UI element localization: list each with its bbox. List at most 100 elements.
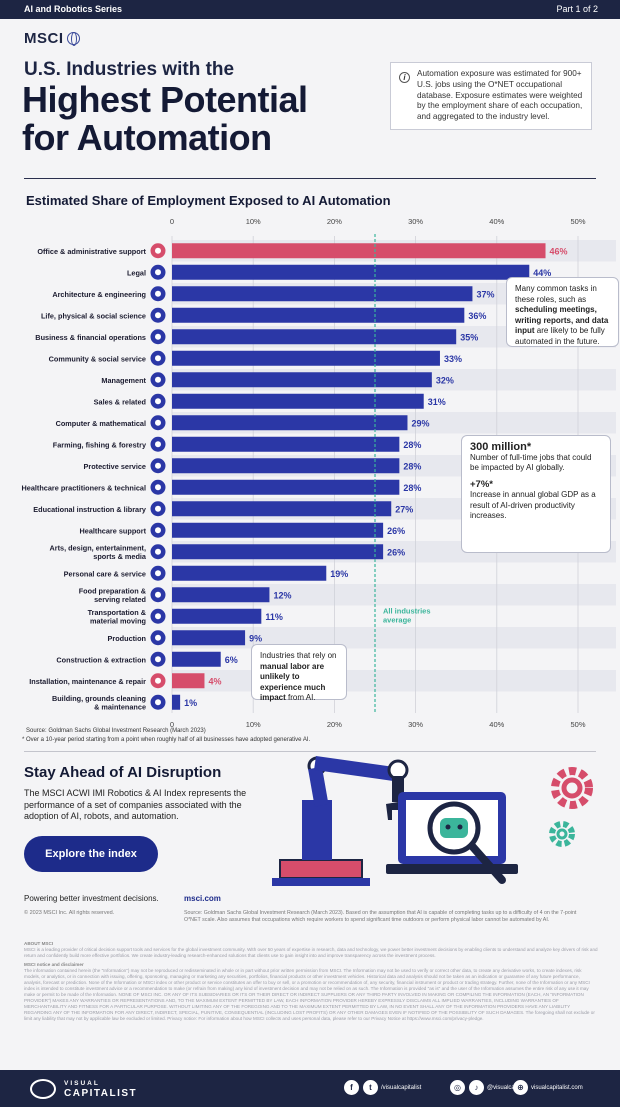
bar	[172, 415, 408, 431]
category-icon-glyph	[155, 505, 161, 512]
data-label: 33%	[444, 354, 462, 364]
data-label: 28%	[403, 440, 421, 450]
data-label: 1%	[184, 698, 197, 708]
category-icon-glyph	[155, 527, 161, 534]
msci-link[interactable]: msci.com	[184, 894, 221, 903]
globe-icon	[66, 32, 80, 46]
category-label: Food preparation &	[79, 586, 147, 595]
x-tick-label-top: 0	[170, 217, 174, 226]
tagline: Powering better investment decisions.	[24, 894, 159, 903]
category-icon-glyph	[155, 462, 161, 469]
data-label: 26%	[387, 547, 405, 557]
category-icon-glyph	[155, 699, 161, 706]
page-title-line2: for Automation	[22, 117, 272, 158]
callout-bold-text: manual labor are unlikely to experience …	[260, 661, 326, 703]
category-icon-glyph	[155, 269, 161, 276]
gear-icon	[551, 767, 593, 809]
category-label: Construction & extraction	[56, 655, 146, 664]
twitter-link[interactable]: t/visualcapitalist	[363, 1080, 421, 1096]
category-label: Community & social service	[49, 354, 146, 363]
data-label: 4%	[208, 676, 221, 686]
row-stripe	[172, 584, 616, 606]
data-label: 46%	[550, 246, 568, 256]
category-icon-glyph	[155, 398, 161, 405]
x-tick-label-top: 20%	[327, 217, 342, 226]
category-label: Farming, fishing & forestry	[53, 440, 147, 449]
data-label: 32%	[436, 375, 454, 385]
callout-manual-labor: Industries that rely on manual labor are…	[251, 644, 347, 703]
x-tick-label-top: 40%	[489, 217, 504, 226]
category-icon-glyph	[155, 247, 161, 254]
data-label: 28%	[403, 461, 421, 471]
category-label: Business & financial operations	[35, 333, 146, 342]
bar	[172, 264, 530, 280]
category-icon-glyph	[155, 290, 161, 297]
bar	[172, 651, 221, 667]
tiktok-icon: ♪	[469, 1080, 484, 1095]
average-label: All industries	[383, 607, 431, 616]
gear-icon	[549, 821, 575, 847]
website-link[interactable]: ⊕ visualcapitalist.com	[513, 1080, 583, 1096]
data-label: 12%	[273, 590, 291, 600]
x-tick-label-top: 30%	[408, 217, 423, 226]
data-label: 37%	[476, 289, 494, 299]
gdp-stat: +7%*	[470, 478, 493, 490]
category-label: sports & media	[93, 552, 147, 561]
instagram-link[interactable]: ◎	[450, 1080, 468, 1096]
callout-text: are likely to be fully automated in the …	[515, 326, 605, 346]
category-label: Transportation &	[88, 608, 147, 617]
data-label: 35%	[460, 332, 478, 342]
callout-common-tasks: Many common tasks in these roles, such a…	[506, 277, 619, 347]
divider	[24, 751, 596, 752]
promo-body: The MSCI ACWI IMI Robotics & AI Index re…	[24, 788, 247, 821]
page-title-line1: Highest Potential	[22, 79, 308, 120]
facebook-link[interactable]: f	[344, 1080, 362, 1096]
msci-logo[interactable]: MSCI	[24, 30, 80, 47]
bar	[172, 630, 246, 646]
tiktok-link[interactable]: ♪ @visualcap	[469, 1080, 518, 1096]
category-label: Architecture & engineering	[52, 290, 146, 299]
category-icon-glyph	[155, 613, 161, 620]
category-label: Arts, design, entertainment,	[50, 543, 147, 552]
callout-global-impact: 300 million* Number of full-time jobs th…	[461, 435, 611, 553]
bar	[172, 243, 546, 259]
category-label: Healthcare support	[80, 526, 147, 535]
category-label: Computer & mathematical	[56, 419, 146, 428]
category-label: Office & administrative support	[37, 247, 146, 256]
category-label: Life, physical & social science	[41, 311, 146, 320]
category-icon-glyph	[155, 570, 161, 577]
data-label: 9%	[249, 633, 262, 643]
globe-icon: ⊕	[513, 1080, 528, 1095]
chart-title: Estimated Share of Employment Exposed to…	[26, 193, 391, 208]
part-label: Part 1 of 2	[556, 4, 598, 14]
brand-bottom: CAPITALIST	[64, 1088, 138, 1099]
x-tick-label-bottom: 30%	[408, 720, 423, 728]
data-label: 27%	[395, 504, 413, 514]
brand-top: VISUAL	[64, 1080, 100, 1087]
bar	[172, 350, 440, 366]
category-icon-glyph	[155, 312, 161, 319]
row-stripe	[172, 627, 616, 649]
divider	[24, 178, 596, 179]
explore-index-button[interactable]: Explore the index	[24, 836, 158, 872]
chart-source: Source: Goldman Sachs Global Investment …	[26, 728, 206, 734]
bar	[172, 587, 270, 603]
data-label: 29%	[411, 418, 429, 428]
bar	[172, 372, 432, 388]
category-label: Personal care & service	[64, 569, 146, 578]
bar	[172, 673, 205, 689]
x-tick-label-bottom: 40%	[489, 720, 504, 728]
x-tick-label-bottom: 10%	[246, 720, 261, 728]
info-icon: i	[399, 72, 410, 83]
x-tick-label-top: 50%	[570, 217, 585, 226]
category-label: Educational instruction & library	[33, 505, 147, 514]
robot-arm-illustration	[272, 756, 593, 886]
callout-text: from AI.	[285, 693, 316, 702]
category-icon-glyph	[155, 656, 161, 663]
bar	[172, 522, 384, 538]
category-label: serving related	[94, 595, 146, 604]
category-label: Installation, maintenance & repair	[29, 677, 146, 686]
average-label: average	[383, 616, 411, 625]
bar	[172, 501, 392, 517]
website-url: visualcapitalist.com	[531, 1085, 583, 1092]
